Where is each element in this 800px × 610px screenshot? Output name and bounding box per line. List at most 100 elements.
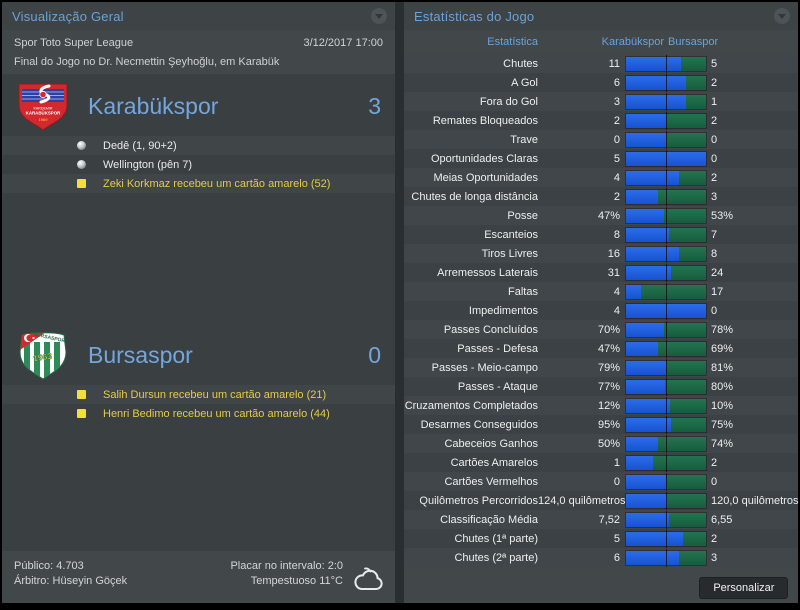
stat-bar [626, 510, 706, 529]
stat-away-value: 2 [711, 114, 718, 127]
stat-label: Cartões Amarelos [450, 456, 538, 469]
stat-row: Impedimentos 4 0 [404, 301, 799, 320]
bar-center-divider [666, 168, 667, 187]
halftime-score: 2:0 [327, 560, 343, 572]
home-bar-segment [626, 550, 680, 565]
stats-panel-dropdown-button[interactable] [774, 8, 791, 24]
stat-row: Chutes de longa distância 2 3 [404, 187, 799, 206]
stat-away-value: 0 [711, 152, 718, 165]
attendance-value: 4.703 [56, 560, 84, 572]
stat-home-value: 70% [597, 323, 620, 336]
stat-home-value: 1 [613, 456, 620, 469]
bar-center-divider [666, 339, 667, 358]
bar-center-divider [666, 415, 667, 434]
svg-text:1963: 1963 [33, 351, 53, 364]
stat-bar [626, 377, 706, 396]
stat-away-value: 0 [711, 133, 718, 146]
away-team-score: 0 [368, 341, 381, 368]
stat-home-value: 31 [607, 266, 620, 279]
stat-bar [626, 130, 706, 149]
bar-center-divider [666, 206, 667, 225]
away-bar-segment [679, 246, 706, 261]
away-team-row: BURSASPOR 1963 Bursaspor 0 [2, 329, 395, 381]
home-bar-segment [626, 474, 666, 489]
stat-bar [626, 54, 706, 73]
stat-label: Passes - Ataque [457, 380, 538, 393]
stat-bar [626, 187, 706, 206]
referee-value: Hüseyin Göçek [52, 575, 128, 587]
stat-row: Remates Bloqueados 2 2 [404, 111, 799, 130]
competition-name: Spor Toto Super League [14, 37, 134, 49]
home-team-name: Karabükspor [88, 92, 219, 119]
stat-row: Classificação Média 7,52 6,55 [404, 510, 799, 529]
stat-bar [626, 472, 706, 491]
stat-home-value: 6 [613, 76, 620, 89]
stat-row: Chutes 11 5 [404, 54, 799, 73]
bar-center-divider [666, 396, 667, 415]
stat-home-value: 11 [608, 57, 620, 70]
bar-center-divider [666, 263, 667, 282]
stat-home-value: 2 [613, 190, 620, 203]
home-bar-segment [626, 455, 653, 470]
home-bar-segment [626, 113, 666, 128]
bar-center-divider [666, 225, 667, 244]
stat-home-value: 4 [613, 304, 620, 317]
home-bar-segment [626, 246, 680, 261]
stat-bar [626, 263, 706, 282]
away-team-badge: BURSASPOR 1963 [16, 330, 70, 380]
bar-center-divider [666, 130, 667, 149]
event-row: Wellington (pên 7) [2, 155, 395, 174]
referee-line: Árbitro: Hüseyin Göçek [14, 575, 128, 587]
home-bar-segment [626, 132, 666, 147]
overview-panel: Visualização Geral Spor Toto Super Leagu… [2, 2, 395, 603]
home-bar-segment [626, 512, 669, 527]
personalize-button[interactable]: Personalizar [699, 577, 789, 599]
stat-row: Chutes (2ª parte) 6 3 [404, 548, 799, 567]
away-bar-segment [663, 208, 706, 223]
stat-home-value: 5 [613, 532, 620, 545]
stat-row: Oportunidades Claras 5 0 [404, 149, 799, 168]
yellow-card-icon [77, 390, 86, 399]
stat-away-value: 24 [711, 266, 724, 279]
match-datetime: 3/12/2017 17:00 [303, 37, 383, 49]
stat-away-value: 0 [711, 304, 718, 317]
home-bar-segment [626, 75, 686, 90]
stat-home-value: 5 [613, 152, 620, 165]
event-row: Zeki Korkmaz recebeu um cartão amarelo (… [2, 174, 395, 193]
away-bar-segment [686, 75, 706, 90]
away-bar-segment [681, 56, 706, 71]
stat-row: Trave 0 0 [404, 130, 799, 149]
stat-bar [626, 244, 706, 263]
overview-panel-title: Visualização Geral [12, 8, 124, 24]
stat-row: Fora do Gol 3 1 [404, 92, 799, 111]
stat-away-value: 0 [711, 475, 718, 488]
match-subtitle: Final do Jogo no Dr. Necmettin Şeyhoğlu,… [14, 56, 280, 68]
stat-label: Tiros Livres [481, 247, 538, 260]
stat-label: Posse [507, 209, 538, 222]
stat-label: Cartões Vermelhos [444, 475, 538, 488]
halftime-line: Placar no intervalo: 2:0 [230, 560, 343, 572]
home-bar-segment [626, 170, 680, 185]
stat-row: Meias Oportunidades 4 2 [404, 168, 799, 187]
stat-row: Arremessos Laterais 31 24 [404, 263, 799, 282]
stat-home-value: 16 [607, 247, 620, 260]
stat-away-value: 74% [711, 437, 734, 450]
bar-center-divider [666, 510, 667, 529]
column-header-stat: Estatística [487, 36, 538, 48]
stat-home-value: 8 [613, 228, 620, 241]
stat-away-value: 2 [711, 76, 718, 89]
stat-home-value: 7,52 [598, 513, 620, 526]
away-bar-segment [679, 550, 706, 565]
stat-label: Chutes (2ª parte) [454, 551, 538, 564]
away-bar-segment [663, 322, 706, 337]
stat-label: Meias Oportunidades [433, 171, 538, 184]
stat-bar [626, 491, 706, 510]
stat-label: Trave [510, 133, 538, 146]
stats-title-bar: Estatísticas do Jogo [404, 2, 799, 30]
svg-text:1969: 1969 [39, 117, 49, 122]
stat-bar [626, 434, 706, 453]
stat-away-value: 120,0 quilômetros [711, 494, 799, 507]
stat-away-value: 69% [711, 342, 734, 355]
stat-away-value: 8 [711, 247, 718, 260]
overview-panel-dropdown-button[interactable] [371, 8, 387, 24]
